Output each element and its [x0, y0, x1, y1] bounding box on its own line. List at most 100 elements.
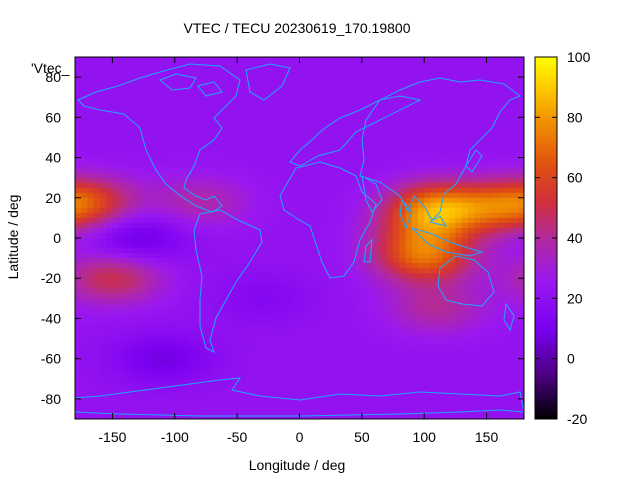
heatmap-cell — [181, 87, 188, 93]
heatmap-cell — [399, 303, 407, 309]
heatmap-cell — [386, 348, 394, 355]
heatmap-cell — [305, 393, 313, 400]
heatmap-cell — [143, 373, 151, 380]
heatmap-cell — [280, 197, 288, 204]
heatmap-cell — [442, 258, 450, 264]
heatmap-cell — [268, 122, 276, 128]
heatmap-cell — [93, 212, 101, 219]
heatmap-cell — [480, 258, 488, 264]
heatmap-cell — [106, 207, 114, 214]
heatmap-cell — [193, 263, 201, 269]
heatmap-cell — [168, 303, 176, 309]
heatmap-cell — [305, 243, 313, 249]
heatmap-cell — [75, 358, 82, 365]
heatmap-cell — [305, 182, 313, 189]
heatmap-cell — [249, 288, 257, 294]
heatmap-cell — [287, 383, 294, 390]
heatmap-cell — [262, 333, 269, 340]
heatmap-cell — [449, 273, 457, 279]
heatmap-cell — [318, 398, 326, 405]
heatmap-cell — [224, 207, 232, 214]
heatmap-cell — [93, 202, 101, 209]
heatmap-cell — [199, 102, 207, 108]
heatmap-cell — [349, 398, 357, 405]
heatmap-cell — [417, 358, 425, 365]
heatmap-cell — [430, 172, 438, 179]
heatmap-cell — [405, 177, 413, 184]
heatmap-cell — [486, 378, 494, 385]
heatmap-cell — [106, 122, 114, 128]
heatmap-cell — [311, 253, 319, 259]
heatmap-cell — [424, 167, 432, 174]
heatmap-cell — [430, 147, 438, 154]
heatmap-cell — [411, 117, 419, 123]
heatmap-cell — [249, 403, 257, 410]
heatmap-cell — [124, 67, 132, 73]
heatmap-cell — [181, 222, 188, 229]
heatmap-cell — [174, 112, 182, 118]
heatmap-cell — [193, 303, 201, 309]
heatmap-cell — [499, 202, 506, 209]
heatmap-cell — [492, 398, 500, 405]
heatmap-cell — [368, 92, 375, 98]
heatmap-cell — [75, 67, 82, 73]
heatmap-cell — [99, 147, 107, 154]
heatmap-cell — [511, 192, 519, 199]
heatmap-cell — [511, 77, 519, 83]
heatmap-cell — [230, 137, 238, 144]
heatmap-cell — [368, 107, 375, 113]
heatmap-cell — [274, 87, 282, 93]
heatmap-cell — [93, 243, 101, 249]
heatmap-cell — [442, 293, 450, 299]
heatmap-cell — [93, 273, 101, 279]
heatmap-cell — [249, 82, 257, 88]
heatmap-cell — [486, 157, 494, 164]
heatmap-cell — [293, 298, 301, 304]
heatmap-cell — [318, 157, 326, 164]
heatmap-cell — [480, 353, 488, 360]
heatmap-cell — [243, 303, 251, 309]
heatmap-cell — [436, 132, 444, 139]
heatmap-cell — [417, 238, 425, 244]
heatmap-cell — [424, 77, 432, 83]
heatmap-cell — [393, 232, 400, 239]
heatmap-cell — [311, 378, 319, 385]
heatmap-cell — [262, 187, 269, 194]
heatmap-cell — [149, 323, 157, 330]
heatmap-cell — [355, 323, 363, 330]
heatmap-cell — [399, 343, 407, 350]
heatmap-cell — [112, 283, 120, 289]
heatmap-cell — [99, 268, 107, 274]
heatmap-cell — [106, 212, 114, 219]
heatmap-cell — [424, 67, 432, 73]
heatmap-cell — [455, 197, 463, 204]
heatmap-cell — [193, 328, 201, 335]
heatmap-cell — [386, 248, 394, 254]
heatmap-cell — [461, 222, 469, 229]
heatmap-cell — [274, 152, 282, 159]
heatmap-cell — [355, 142, 363, 149]
heatmap-cell — [393, 238, 400, 244]
heatmap-cell — [343, 388, 350, 395]
heatmap-cell — [255, 62, 263, 68]
heatmap-cell — [274, 117, 282, 123]
heatmap-cell — [287, 142, 294, 149]
heatmap-cell — [467, 62, 475, 68]
heatmap-cell — [499, 333, 506, 340]
heatmap-cell — [449, 137, 457, 144]
heatmap-cell — [137, 393, 145, 400]
heatmap-cell — [243, 393, 251, 400]
heatmap-cell — [199, 388, 207, 395]
heatmap-cell — [467, 182, 475, 189]
heatmap-cell — [143, 313, 151, 320]
heatmap-cell — [162, 343, 170, 350]
heatmap-cell — [193, 212, 201, 219]
heatmap-cell — [168, 378, 176, 385]
heatmap-cell — [143, 288, 151, 294]
heatmap-cell — [268, 217, 276, 224]
heatmap-cell — [87, 378, 95, 385]
heatmap-cell — [343, 313, 350, 320]
heatmap-cell — [118, 308, 126, 315]
heatmap-cell — [280, 202, 288, 209]
heatmap-cell — [361, 368, 369, 375]
